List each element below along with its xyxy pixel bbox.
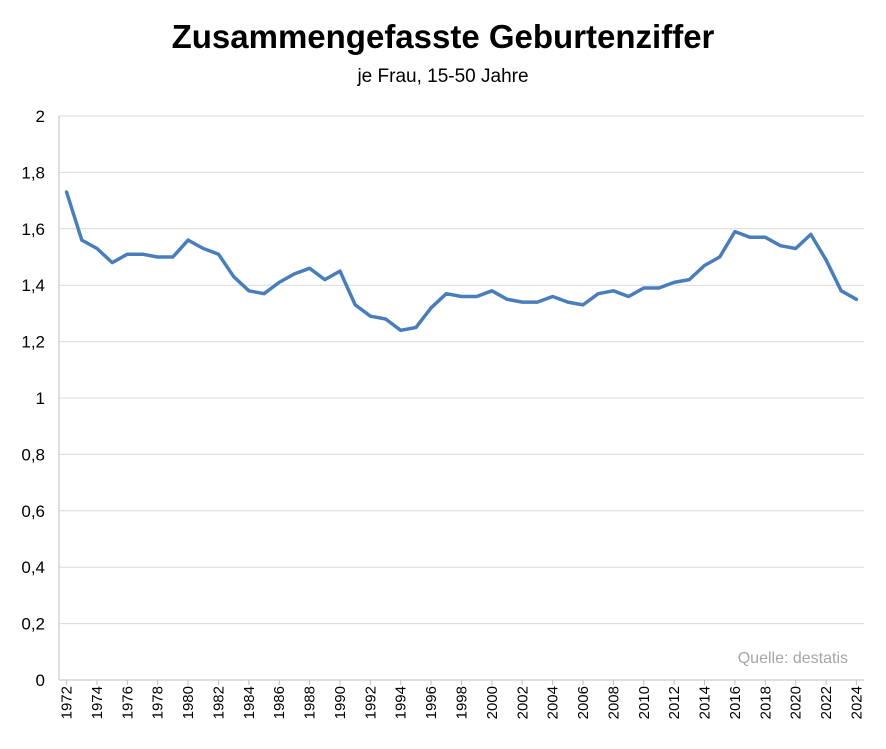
data-point — [658, 287, 660, 289]
y-tick-label: 1 — [36, 389, 45, 408]
data-point — [673, 281, 675, 283]
x-axis-tick-labels: 1972 1974 1976 1978 1980 1982 1984 1986 1988 1990… — [59, 686, 866, 719]
data-point — [187, 239, 189, 241]
x-tick-label: 2006 — [575, 686, 592, 719]
x-tick-label: 2022 — [818, 686, 835, 719]
data-point — [688, 278, 690, 280]
x-tick-label: 1978 — [150, 686, 167, 719]
data-point — [369, 315, 371, 317]
y-tick-label: 2 — [36, 107, 45, 126]
data-point — [217, 253, 219, 255]
series-group — [65, 191, 857, 332]
x-tick-label: 2002 — [514, 686, 531, 719]
data-point — [400, 329, 402, 331]
data-point — [597, 292, 599, 294]
data-point — [141, 253, 143, 255]
data-point — [308, 267, 310, 269]
x-tick-label: 1998 — [454, 686, 471, 719]
data-point — [430, 307, 432, 309]
data-point — [749, 236, 751, 238]
x-tick-label: 1976 — [119, 686, 136, 719]
data-point — [810, 233, 812, 235]
x-tick-label: 1980 — [180, 686, 197, 719]
y-tick-label: 0,4 — [21, 558, 45, 577]
data-point — [96, 247, 98, 249]
data-point — [475, 295, 477, 297]
data-point — [643, 287, 645, 289]
data-point — [764, 236, 766, 238]
data-point — [551, 295, 553, 297]
y-tick-label: 1,4 — [21, 276, 45, 295]
x-tick-label: 2018 — [757, 686, 774, 719]
data-point — [263, 292, 265, 294]
y-tick-label: 1,6 — [21, 220, 45, 239]
source-label: Quelle: destatis — [738, 650, 848, 667]
data-point — [855, 298, 857, 300]
data-point — [324, 278, 326, 280]
data-point — [506, 298, 508, 300]
data-point — [354, 304, 356, 306]
data-point — [460, 295, 462, 297]
data-point — [248, 290, 250, 292]
data-point — [415, 326, 417, 328]
x-tick-label: 1994 — [393, 686, 410, 719]
data-point — [491, 290, 493, 292]
x-tick-label: 2010 — [636, 686, 653, 719]
x-tick-label: 1988 — [302, 686, 319, 719]
data-point — [840, 290, 842, 292]
x-tick-label: 2004 — [545, 686, 562, 719]
data-point — [111, 261, 113, 263]
data-point — [384, 318, 386, 320]
y-tick-label: 0,2 — [21, 615, 45, 634]
x-tick-label: 2024 — [848, 686, 865, 719]
x-tick-label: 2012 — [666, 686, 683, 719]
data-point — [81, 239, 83, 241]
data-point — [157, 256, 159, 258]
x-tick-label: 2000 — [484, 686, 501, 719]
x-tick-label: 2014 — [697, 686, 714, 719]
data-point — [582, 304, 584, 306]
x-tick-label: 1984 — [241, 686, 258, 719]
x-tick-label: 2016 — [727, 686, 744, 719]
data-point — [521, 301, 523, 303]
data-point — [719, 256, 721, 258]
data-point — [703, 264, 705, 266]
y-tick-label: 0 — [36, 671, 45, 690]
data-point — [339, 270, 341, 272]
data-point — [445, 292, 447, 294]
data-point — [293, 273, 295, 275]
data-point — [65, 191, 67, 193]
data-point — [825, 259, 827, 261]
data-point — [612, 290, 614, 292]
x-tick-label: 2020 — [788, 686, 805, 719]
data-point — [779, 245, 781, 247]
data-point — [202, 247, 204, 249]
data-point — [627, 295, 629, 297]
grid-lines — [59, 116, 864, 624]
data-point — [734, 230, 736, 232]
x-tick-label: 1990 — [332, 686, 349, 719]
x-tick-label: 1996 — [423, 686, 440, 719]
y-axis-tick-labels: 0 0,2 0,4 0,6 0,8 1 1,2 1,4 1,6 1,8 2 — [21, 107, 45, 690]
axes — [59, 116, 864, 685]
series-line — [67, 192, 857, 330]
data-point — [126, 253, 128, 255]
y-tick-label: 1,2 — [21, 333, 45, 352]
x-tick-label: 2008 — [605, 686, 622, 719]
y-tick-label: 1,8 — [21, 163, 45, 182]
data-point — [536, 301, 538, 303]
data-point — [172, 256, 174, 258]
y-tick-label: 0,6 — [21, 502, 45, 521]
y-tick-label: 0,8 — [21, 445, 45, 464]
data-point — [278, 281, 280, 283]
x-tick-label: 1972 — [59, 686, 76, 719]
data-point — [567, 301, 569, 303]
data-point — [794, 247, 796, 249]
x-tick-label: 1992 — [362, 686, 379, 719]
x-tick-label: 1982 — [210, 686, 227, 719]
data-point — [232, 276, 234, 278]
x-tick-label: 1974 — [89, 686, 106, 719]
x-tick-label: 1986 — [271, 686, 288, 719]
